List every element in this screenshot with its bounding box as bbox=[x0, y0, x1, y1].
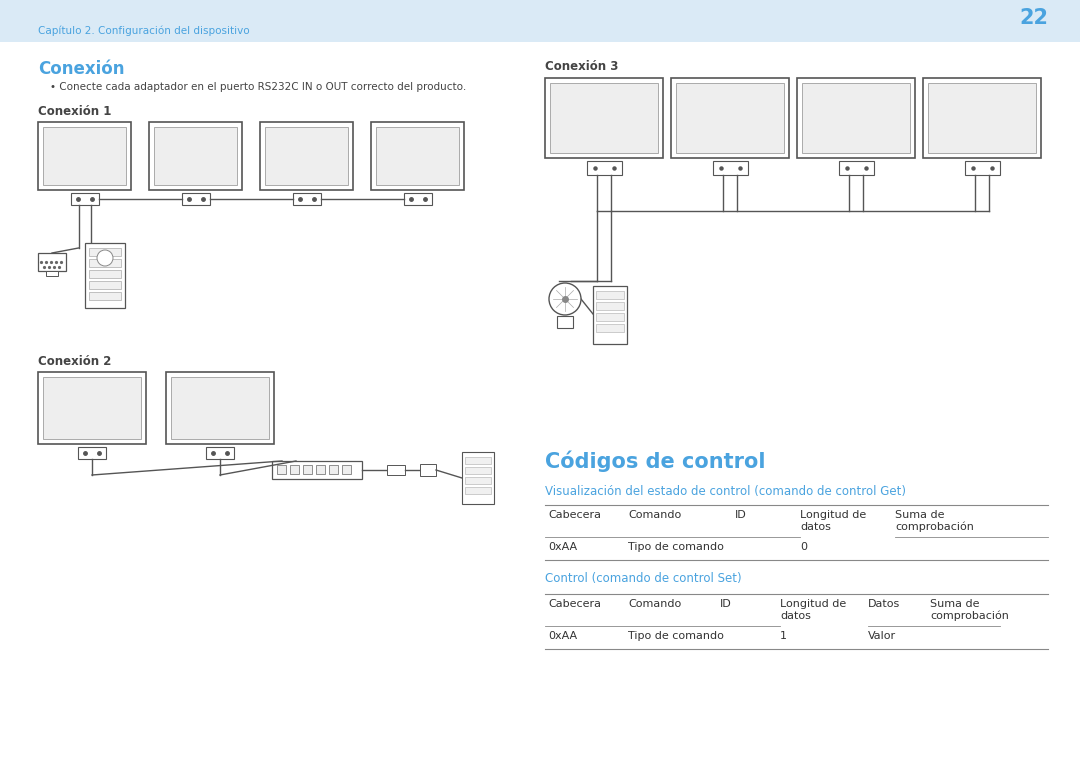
Bar bbox=[181, 193, 210, 205]
Text: • Conecte cada adaptador en el puerto RS232C IN o OUT correcto del producto.: • Conecte cada adaptador en el puerto RS… bbox=[50, 82, 467, 92]
Bar bbox=[89, 248, 121, 256]
Bar bbox=[43, 127, 126, 185]
Bar bbox=[265, 127, 348, 185]
Bar bbox=[78, 447, 106, 459]
Bar bbox=[372, 122, 464, 190]
Bar bbox=[260, 122, 353, 190]
Text: Comando: Comando bbox=[627, 599, 681, 609]
Bar bbox=[0, 0, 1080, 42]
Text: Capítulo 2. Configuración del dispositivo: Capítulo 2. Configuración del dispositiv… bbox=[38, 26, 249, 37]
Text: 22: 22 bbox=[1020, 8, 1048, 28]
Bar bbox=[557, 316, 573, 328]
Text: Comando: Comando bbox=[627, 510, 681, 520]
Bar bbox=[149, 122, 242, 190]
Bar bbox=[420, 464, 436, 476]
Text: 0: 0 bbox=[800, 542, 807, 552]
Bar bbox=[38, 122, 131, 190]
Text: Tipo de comando: Tipo de comando bbox=[627, 542, 724, 552]
Bar bbox=[928, 83, 1036, 153]
Bar bbox=[545, 78, 663, 158]
Circle shape bbox=[549, 283, 581, 315]
Bar bbox=[586, 161, 621, 175]
Bar bbox=[38, 372, 146, 444]
Bar bbox=[291, 465, 299, 474]
Bar bbox=[713, 161, 747, 175]
Bar bbox=[38, 253, 66, 271]
Bar bbox=[550, 83, 658, 153]
Text: Datos: Datos bbox=[868, 599, 901, 609]
Bar bbox=[596, 291, 624, 299]
Text: Visualización del estado de control (comando de control Get): Visualización del estado de control (com… bbox=[545, 485, 906, 498]
Bar bbox=[676, 83, 784, 153]
Text: Longitud de
datos: Longitud de datos bbox=[800, 510, 866, 532]
Bar bbox=[70, 193, 98, 205]
Text: Longitud de
datos: Longitud de datos bbox=[780, 599, 847, 620]
Bar bbox=[797, 78, 915, 158]
Text: ID: ID bbox=[735, 510, 746, 520]
Bar bbox=[964, 161, 999, 175]
Bar bbox=[923, 78, 1041, 158]
Bar bbox=[404, 193, 432, 205]
Bar bbox=[671, 78, 789, 158]
Bar bbox=[596, 324, 624, 332]
Text: Cabecera: Cabecera bbox=[548, 510, 600, 520]
Bar bbox=[171, 377, 269, 439]
Bar bbox=[329, 465, 338, 474]
Text: Tipo de comando: Tipo de comando bbox=[627, 631, 724, 641]
Text: Conexión: Conexión bbox=[38, 60, 124, 78]
Bar bbox=[596, 302, 624, 310]
Text: Conexión 3: Conexión 3 bbox=[545, 60, 619, 73]
Text: 0xAA: 0xAA bbox=[548, 631, 577, 641]
Bar bbox=[387, 465, 405, 475]
Bar bbox=[465, 457, 491, 464]
Bar bbox=[342, 465, 351, 474]
Bar bbox=[465, 487, 491, 494]
Bar bbox=[89, 292, 121, 300]
Bar bbox=[293, 193, 321, 205]
Bar bbox=[465, 477, 491, 484]
Bar bbox=[85, 243, 125, 308]
Bar bbox=[462, 452, 494, 504]
Bar bbox=[276, 465, 286, 474]
Bar bbox=[838, 161, 874, 175]
Bar bbox=[154, 127, 237, 185]
Text: 1: 1 bbox=[780, 631, 787, 641]
Bar bbox=[89, 270, 121, 278]
Bar bbox=[89, 281, 121, 289]
Bar bbox=[802, 83, 910, 153]
Text: 0xAA: 0xAA bbox=[548, 542, 577, 552]
Bar bbox=[303, 465, 312, 474]
Bar bbox=[206, 447, 234, 459]
Bar bbox=[465, 467, 491, 474]
Bar bbox=[596, 313, 624, 321]
Text: ID: ID bbox=[720, 599, 732, 609]
Text: Cabecera: Cabecera bbox=[548, 599, 600, 609]
Bar bbox=[272, 461, 362, 479]
Bar bbox=[376, 127, 459, 185]
Bar bbox=[46, 271, 58, 276]
Text: Conexión 2: Conexión 2 bbox=[38, 355, 111, 368]
Text: Suma de
comprobación: Suma de comprobación bbox=[930, 599, 1009, 621]
Text: Suma de
comprobación: Suma de comprobación bbox=[895, 510, 974, 533]
Text: Conexión 1: Conexión 1 bbox=[38, 105, 111, 118]
Bar bbox=[43, 377, 141, 439]
Bar bbox=[166, 372, 274, 444]
Circle shape bbox=[97, 250, 113, 266]
Bar bbox=[89, 259, 121, 267]
Text: Códigos de control: Códigos de control bbox=[545, 450, 766, 472]
Bar bbox=[316, 465, 325, 474]
Text: Valor: Valor bbox=[868, 631, 896, 641]
Text: Control (comando de control Set): Control (comando de control Set) bbox=[545, 572, 742, 585]
Bar bbox=[593, 286, 627, 344]
